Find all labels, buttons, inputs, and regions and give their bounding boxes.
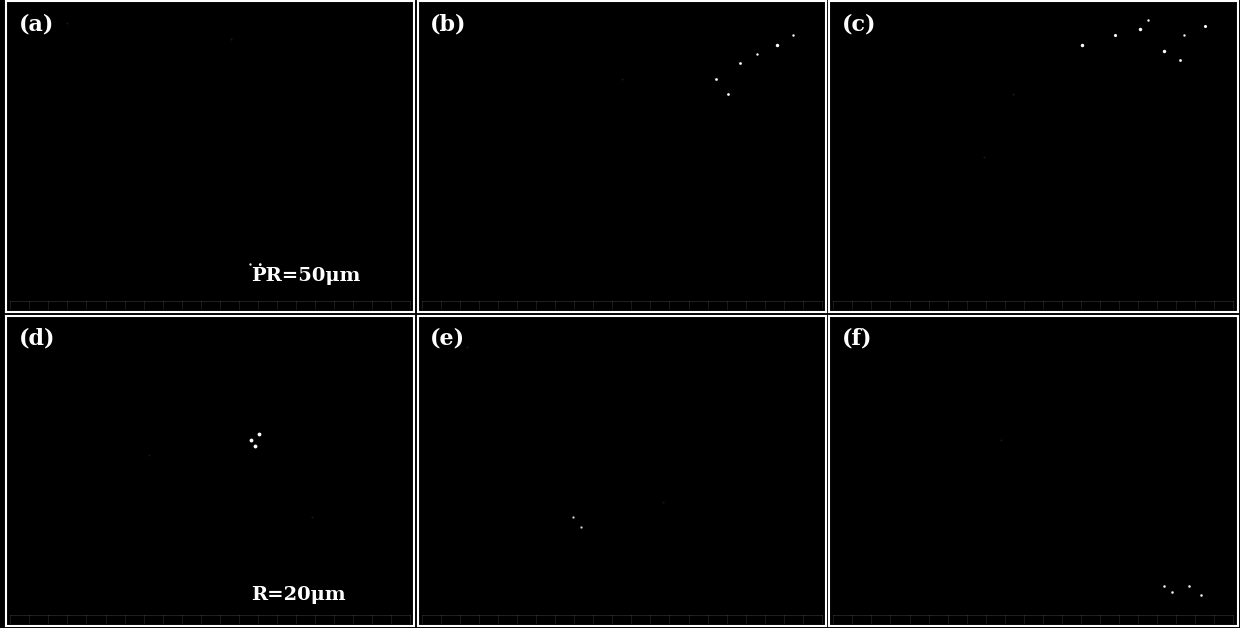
Text: (c): (c): [842, 14, 875, 36]
Text: (a): (a): [19, 14, 53, 36]
Text: (b): (b): [430, 14, 466, 36]
Text: (f): (f): [842, 328, 872, 350]
Text: (d): (d): [19, 328, 55, 350]
Text: R=20μm: R=20μm: [252, 586, 346, 604]
Text: (e): (e): [430, 328, 465, 350]
Text: ṖR=50μm: ṖR=50μm: [252, 264, 361, 286]
